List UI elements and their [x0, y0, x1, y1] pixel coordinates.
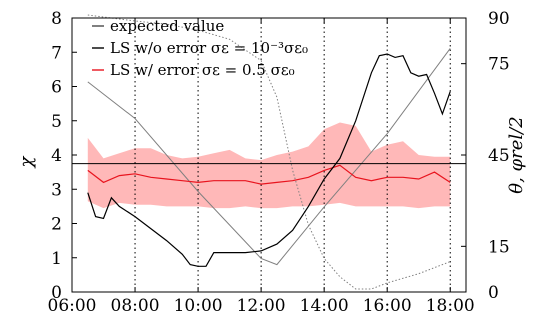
- y-right-tick-label: 0: [488, 283, 499, 303]
- y-left-tick-label: 7: [51, 43, 62, 63]
- phi-rel-line: [87, 14, 451, 290]
- x-tick-label: 14:00: [300, 296, 349, 316]
- x-tick-label: 16:00: [363, 296, 412, 316]
- x-tick-label: 08:00: [111, 296, 160, 316]
- error-band-layer: [87, 122, 451, 209]
- legend-label-ls_with_error: LS w/ error σε = 0.5 σε₀: [110, 61, 295, 79]
- theta-line: [87, 48, 451, 266]
- y-right-tick-label: 90: [488, 9, 510, 29]
- y-left-tick-label: 1: [51, 249, 62, 269]
- y-left-tick-label: 2: [51, 215, 62, 235]
- ls-without-error-line: [87, 53, 451, 267]
- error-band: [87, 122, 451, 209]
- series-layer: [72, 14, 466, 290]
- y-left-tick-label: 6: [51, 78, 62, 98]
- x-tick-label: 12:00: [237, 296, 286, 316]
- y-left-tick-label: 3: [51, 180, 62, 200]
- y-axis-label-left: χ: [16, 155, 37, 169]
- y-right-tick-label: 75: [488, 55, 510, 75]
- grid-layer: [134, 18, 451, 292]
- x-tick-label: 18:00: [426, 296, 475, 316]
- y-right-tick-label: 45: [488, 146, 510, 166]
- y-right-tick-label: 15: [488, 237, 510, 257]
- legend: expected value LS w/o error σε = 10⁻³σε₀ L…: [92, 17, 308, 79]
- x-tick-label: 06:00: [48, 296, 97, 316]
- tick-layer: 06:00 08:00 10:00 12:00 14:00 16:00 18:00 0 1 2 3 4…: [48, 9, 510, 316]
- legend-label-ls_without_error: LS w/o error σε = 10⁻³σε₀: [110, 39, 308, 57]
- y-axis-label-right: θ, φrel/2: [506, 116, 527, 193]
- y-left-tick-label: 0: [51, 283, 62, 303]
- y-left-tick-label: 5: [51, 112, 62, 132]
- x-tick-label: 10:00: [174, 296, 223, 316]
- ls-with-error-line: [87, 164, 451, 185]
- y-left-tick-label: 4: [51, 146, 62, 166]
- legend-label-expected: expected value: [110, 17, 224, 35]
- y-left-tick-label: 8: [51, 9, 62, 29]
